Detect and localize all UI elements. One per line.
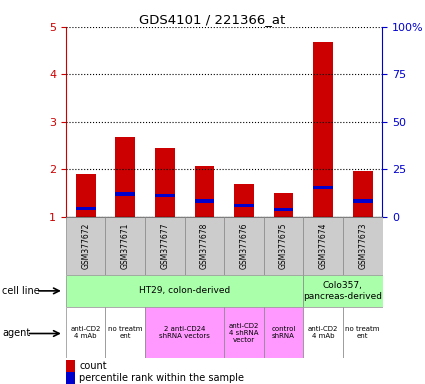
Text: GSM377673: GSM377673 [358,222,367,269]
FancyBboxPatch shape [224,217,264,275]
Bar [195,166,214,217]
Text: Colo357,
pancreas-derived: Colo357, pancreas-derived [303,281,382,301]
Text: GSM377672: GSM377672 [81,223,90,269]
Bar [115,192,135,195]
Text: GSM377678: GSM377678 [200,223,209,269]
Text: no treatm
ent: no treatm ent [346,326,380,339]
Text: agent: agent [2,328,30,338]
Bar [313,42,333,217]
Text: GSM377676: GSM377676 [239,222,249,269]
FancyBboxPatch shape [66,275,303,307]
FancyBboxPatch shape [264,307,303,358]
Text: anti-CD2
4 mAb: anti-CD2 4 mAb [71,326,101,339]
Text: cell line: cell line [2,286,40,296]
Bar [353,171,373,217]
Bar [76,174,96,217]
Bar [234,184,254,217]
Text: HT29, colon-derived: HT29, colon-derived [139,286,230,295]
Bar [195,199,214,203]
FancyBboxPatch shape [343,307,382,358]
Text: count: count [79,361,107,371]
Text: anti-CD2
4 shRNA
vector: anti-CD2 4 shRNA vector [229,323,259,343]
Text: GSM377677: GSM377677 [160,222,169,269]
Text: GSM377675: GSM377675 [279,222,288,269]
FancyBboxPatch shape [303,275,382,307]
FancyBboxPatch shape [66,217,105,275]
Text: no treatm
ent: no treatm ent [108,326,142,339]
FancyBboxPatch shape [343,217,382,275]
Bar [76,207,96,210]
Text: anti-CD2
4 mAb: anti-CD2 4 mAb [308,326,338,339]
Bar [234,204,254,207]
Text: GSM377671: GSM377671 [121,223,130,269]
FancyBboxPatch shape [303,307,343,358]
FancyBboxPatch shape [105,217,145,275]
FancyBboxPatch shape [145,307,224,358]
FancyBboxPatch shape [303,217,343,275]
FancyBboxPatch shape [66,307,105,358]
Text: 2 anti-CD24
shRNA vectors: 2 anti-CD24 shRNA vectors [159,326,210,339]
Text: control
shRNA: control shRNA [272,326,296,339]
Bar [313,186,333,189]
FancyBboxPatch shape [105,307,145,358]
Bar [353,199,373,203]
Bar [155,147,175,217]
FancyBboxPatch shape [184,217,224,275]
FancyBboxPatch shape [145,217,184,275]
FancyBboxPatch shape [224,307,264,358]
Text: GSM377674: GSM377674 [319,222,328,269]
Bar [155,194,175,197]
Text: percentile rank within the sample: percentile rank within the sample [79,373,244,383]
Bar [274,193,293,217]
Text: GDS4101 / 221366_at: GDS4101 / 221366_at [139,13,286,26]
Bar [115,137,135,217]
FancyBboxPatch shape [264,217,303,275]
Bar [274,208,293,211]
